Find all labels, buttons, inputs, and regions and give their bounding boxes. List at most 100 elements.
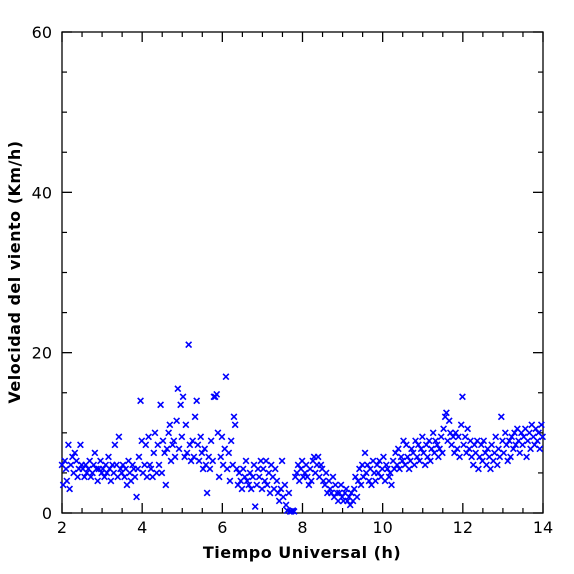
data-point [261, 477, 269, 485]
data-point [301, 469, 309, 477]
data-point [536, 445, 544, 453]
data-point [469, 461, 477, 469]
data-point [105, 453, 112, 461]
data-point [351, 473, 359, 481]
data-point [215, 473, 223, 481]
data-point [185, 341, 193, 349]
data-point [354, 477, 362, 485]
data-point [197, 433, 205, 441]
data-point [187, 457, 195, 465]
data-point [463, 449, 470, 457]
data-point [199, 465, 207, 473]
y-tick-label: 60 [32, 23, 52, 42]
data-point [143, 473, 151, 481]
data-point [63, 477, 71, 485]
data-point [142, 441, 150, 449]
data-point [154, 441, 162, 449]
data-point [66, 485, 74, 493]
data-point [263, 481, 271, 489]
data-point [493, 461, 501, 469]
data-point [480, 437, 488, 445]
data-point [400, 437, 407, 445]
data-point [405, 465, 413, 473]
data-point [539, 433, 547, 441]
data-point [475, 465, 482, 473]
data-point [273, 477, 281, 485]
data-point [314, 453, 322, 461]
data-point [217, 453, 225, 461]
data-point [533, 437, 541, 445]
data-point [119, 461, 127, 469]
data-point [201, 445, 209, 453]
data-point [331, 481, 339, 489]
data-point [242, 457, 250, 465]
data-point [64, 441, 72, 449]
data-point [181, 453, 189, 461]
data-point [503, 441, 510, 449]
data-point [500, 449, 508, 457]
data-point [150, 449, 158, 457]
data-point [121, 473, 128, 481]
data-point [174, 385, 182, 393]
data-point [394, 445, 402, 453]
data-point [437, 433, 445, 441]
x-tick-label: 12 [453, 518, 473, 537]
data-point [255, 473, 263, 481]
data-point [355, 465, 363, 473]
data-point [465, 445, 473, 453]
data-point [461, 433, 469, 441]
data-point [175, 445, 183, 453]
data-point [337, 481, 345, 489]
data-point [426, 457, 434, 465]
data-point [191, 413, 199, 421]
data-point [223, 465, 231, 473]
data-point [247, 485, 255, 493]
data-point [103, 469, 111, 477]
data-point [111, 441, 119, 449]
data-point [182, 421, 190, 429]
data-point [165, 429, 173, 437]
x-tick-label: 4 [137, 518, 147, 537]
y-tick-label: 20 [32, 344, 52, 363]
data-point [90, 461, 98, 469]
data-point [189, 437, 197, 445]
data-point [135, 453, 143, 461]
data-point [198, 449, 206, 457]
data-point [101, 473, 108, 481]
data-point [353, 493, 361, 501]
data-point [476, 453, 484, 461]
data-point [249, 473, 257, 481]
data-point [227, 437, 235, 445]
data-point [429, 429, 437, 437]
data-point [166, 421, 174, 429]
data-point [81, 473, 88, 481]
data-point [531, 441, 539, 449]
y-tick-label: 0 [42, 504, 52, 523]
data-point [495, 445, 502, 453]
data-point [233, 465, 241, 473]
x-axis-title: Tiempo Universal (h) [203, 543, 401, 562]
data-point [422, 441, 430, 449]
data-point [380, 453, 387, 461]
data-point [72, 457, 80, 465]
data-point [507, 453, 514, 461]
data-point [504, 457, 512, 465]
data-point [213, 390, 221, 398]
data-point [254, 465, 262, 473]
data-point [290, 507, 298, 515]
data-point [203, 489, 211, 497]
data-point [147, 465, 155, 473]
data-point [271, 465, 279, 473]
data-point [438, 449, 446, 457]
data-point [193, 397, 201, 405]
data-point [457, 421, 465, 429]
data-point [384, 465, 391, 473]
data-point [365, 477, 373, 485]
data-point [278, 457, 286, 465]
data-point [505, 437, 513, 445]
data-point [307, 477, 315, 485]
data-point [477, 441, 485, 449]
data-point [178, 433, 186, 441]
data-point [487, 465, 494, 473]
data-point [162, 481, 170, 489]
